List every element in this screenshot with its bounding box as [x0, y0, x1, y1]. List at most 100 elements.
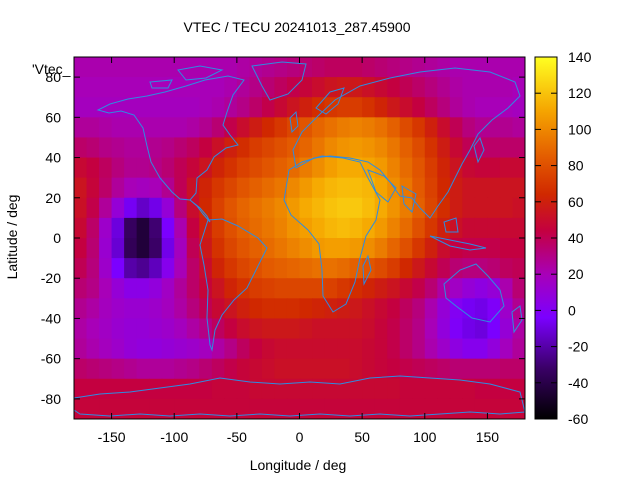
heatmap-cell — [412, 117, 426, 139]
heatmap-cell — [487, 258, 501, 279]
heatmap-cell — [149, 57, 163, 78]
heatmap-cell — [474, 197, 489, 219]
heatmap-cell — [111, 157, 125, 179]
heatmap-cell — [136, 57, 150, 78]
heatmap-cell — [399, 217, 413, 239]
heatmap-cell — [211, 258, 225, 279]
heatmap-cell — [274, 217, 288, 239]
heatmap-cell — [299, 238, 313, 259]
heatmap-cell — [374, 358, 388, 380]
heatmap-cell — [487, 197, 501, 219]
heatmap-cell — [387, 197, 401, 219]
x-tick-label: 100 — [413, 429, 437, 445]
heatmap-cell — [362, 338, 376, 360]
heatmap-cell — [286, 398, 301, 419]
heatmap-cell — [174, 238, 188, 259]
heatmap-cell — [74, 398, 88, 419]
heatmap-cell — [136, 157, 150, 179]
heatmap-cell — [399, 278, 413, 299]
heatmap-cell — [324, 278, 338, 299]
heatmap-cell — [174, 278, 188, 299]
heatmap-cell — [249, 77, 263, 98]
coastline-africa — [283, 155, 381, 313]
heatmap-cell — [124, 398, 138, 419]
heatmap-cell — [499, 157, 514, 179]
heatmap-cell — [324, 358, 338, 380]
heatmap-cell — [424, 318, 438, 340]
coastline-indonesia — [429, 217, 487, 251]
heatmap-cell — [224, 378, 238, 400]
heatmap-cell — [424, 77, 438, 98]
heatmap-cell — [312, 157, 326, 179]
heatmap-cell — [387, 97, 401, 118]
heatmap-cell — [261, 298, 276, 320]
heatmap-cell — [111, 358, 125, 380]
heatmap-cell — [286, 157, 301, 179]
heatmap-cell — [261, 77, 276, 98]
coastline-new-zealand — [511, 305, 523, 334]
heatmap-cell — [299, 57, 313, 78]
heatmap-cell — [512, 197, 525, 219]
heatmap-cell — [74, 177, 88, 199]
heatmap-cell — [312, 117, 326, 139]
heatmap-cell — [499, 278, 514, 299]
heatmap-cell — [324, 258, 338, 279]
heatmap-cell — [86, 398, 100, 419]
heatmap-cell — [387, 398, 401, 419]
heatmap-cell — [362, 57, 376, 78]
heatmap-cell — [374, 217, 388, 239]
y-tick-label: 60 — [45, 109, 61, 125]
heatmap-cell — [174, 157, 188, 179]
heatmap-cell — [499, 117, 514, 139]
heatmap-cell — [111, 117, 125, 139]
heatmap-cell — [74, 157, 88, 179]
heatmap-cell — [349, 117, 363, 139]
heatmap-cell — [161, 398, 175, 419]
heatmap-cell — [337, 97, 351, 118]
heatmap-cell — [312, 258, 326, 279]
heatmap-cell — [249, 197, 263, 219]
heatmap-cell — [111, 197, 125, 219]
heatmap-cell — [74, 318, 88, 340]
heatmap-cell — [299, 137, 313, 159]
heatmap-cell — [412, 77, 426, 98]
heatmap-cell — [74, 298, 88, 320]
heatmap-cell — [499, 238, 514, 259]
heatmap-cell — [174, 358, 188, 380]
heatmap-cell — [236, 157, 250, 179]
heatmap-cell — [449, 57, 463, 78]
heatmap-cell — [362, 298, 376, 320]
coastline-uk-scandinavia — [289, 87, 345, 134]
heatmap-cell — [449, 217, 463, 239]
heatmap-cell — [136, 318, 150, 340]
heatmap-cell — [462, 378, 476, 400]
heatmap-cell — [299, 157, 313, 179]
coastline-arctic-islands — [149, 65, 224, 89]
heatmap-cell — [261, 57, 276, 78]
heatmap-cell — [274, 197, 288, 219]
y-axis-ticks: -80 -60 -40 -20 0 20 40 60 80 — [41, 69, 525, 407]
heatmap-cell — [261, 137, 276, 159]
heatmap-cell — [199, 298, 213, 320]
heatmap-cell — [99, 57, 113, 78]
heatmap-cell — [487, 278, 501, 299]
heatmap-cell — [211, 177, 225, 199]
heatmap-cell — [399, 157, 413, 179]
heatmap-cell — [274, 97, 288, 118]
heatmap-cell — [224, 197, 238, 219]
heatmap-cell — [337, 398, 351, 419]
heatmap-cell — [224, 278, 238, 299]
heatmap-cell — [274, 358, 288, 380]
heatmap-cell — [337, 117, 351, 139]
heatmap-cell — [349, 258, 363, 279]
heatmap-cell — [487, 358, 501, 380]
y-tick-label: -20 — [41, 270, 61, 286]
heatmap-cell — [312, 177, 326, 199]
heatmap-cell — [86, 57, 100, 78]
heatmap-cell — [74, 278, 88, 299]
heatmap-cells — [74, 57, 525, 419]
heatmap-cell — [512, 177, 525, 199]
heatmap-cell — [174, 378, 188, 400]
heatmap-cell — [424, 338, 438, 360]
heatmap-cell — [74, 117, 88, 139]
